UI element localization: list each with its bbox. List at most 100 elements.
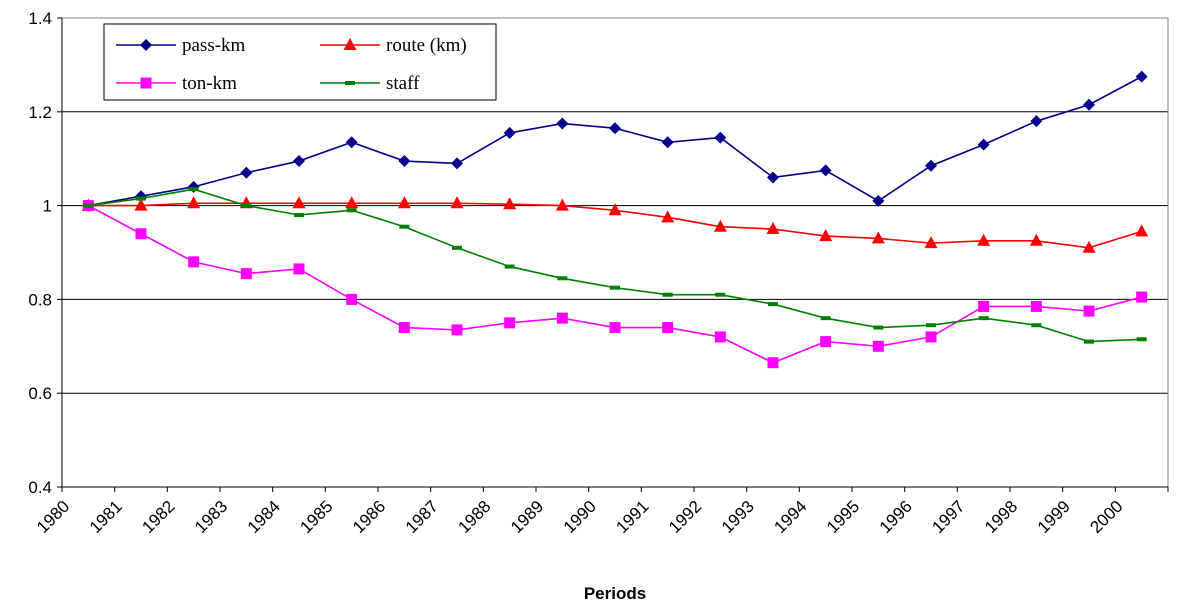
x-tick-label: 1980: [33, 497, 73, 537]
y-tick-label: 0.4: [28, 478, 52, 497]
data-point: [451, 157, 463, 170]
data-point: [294, 212, 304, 217]
data-point: [293, 263, 305, 275]
data-point: [240, 166, 253, 179]
data-point: [292, 196, 306, 209]
x-tick-label: 1998: [981, 497, 1021, 537]
data-point: [662, 322, 674, 334]
legend-item: ton-km: [116, 73, 237, 94]
y-tick-label: 1.2: [28, 103, 52, 122]
data-point: [820, 336, 832, 348]
x-tick-label: 2000: [1086, 497, 1126, 537]
data-point: [504, 317, 516, 329]
x-tick-label: 1983: [191, 497, 231, 537]
data-point: [240, 268, 252, 280]
data-point: [503, 197, 517, 210]
data-point: [609, 322, 621, 334]
data-point: [819, 164, 832, 177]
legend-marker: [343, 38, 357, 50]
series-route-km-: [81, 196, 1149, 253]
data-point: [135, 228, 147, 240]
series-line: [87, 204, 1142, 364]
data-point: [1031, 323, 1042, 328]
data-point: [397, 196, 411, 209]
data-point: [715, 292, 726, 297]
data-point: [977, 233, 991, 246]
gridlines: [62, 111, 1168, 394]
data-point: [661, 136, 674, 149]
data-point: [977, 138, 990, 151]
data-point: [504, 264, 515, 269]
data-point: [872, 340, 884, 352]
data-point: [609, 122, 621, 135]
data-point: [1136, 337, 1147, 342]
data-point: [188, 187, 199, 192]
data-point: [767, 171, 779, 184]
data-point: [714, 331, 726, 343]
series-group: [81, 70, 1149, 369]
x-tick-label: 1991: [612, 497, 652, 537]
data-point: [556, 312, 568, 324]
x-axis-label: Periods: [584, 584, 646, 603]
data-point: [661, 210, 675, 223]
data-point: [452, 245, 462, 250]
data-point: [1082, 240, 1096, 253]
x-tick-label: 1982: [138, 497, 178, 537]
data-point: [768, 302, 778, 307]
data-point: [873, 325, 884, 330]
legend-item: pass-km: [116, 35, 246, 56]
y-tick-label: 0.6: [28, 384, 52, 403]
legend-box: [103, 23, 497, 101]
data-point: [83, 203, 94, 208]
data-point: [925, 331, 937, 343]
x-tick-label: 1981: [86, 497, 126, 537]
data-point: [1030, 115, 1043, 128]
series-staff: [83, 187, 1147, 344]
data-point: [241, 203, 252, 208]
data-point: [662, 292, 673, 297]
data-point: [346, 208, 357, 213]
data-point: [557, 276, 568, 281]
x-tick-label: 1990: [560, 497, 600, 537]
data-point: [398, 322, 410, 334]
data-point: [926, 323, 936, 328]
data-point: [188, 256, 200, 268]
x-tick-label: 1994: [770, 497, 810, 537]
legend-item: route (km): [320, 35, 467, 56]
data-point: [1083, 305, 1095, 317]
data-point: [187, 196, 201, 209]
data-point: [819, 229, 833, 242]
y-tick-labels: 0.4 0.6 0.8 1 1.2 1.4: [28, 9, 62, 497]
data-point: [978, 316, 989, 321]
legend-marker: [345, 81, 355, 85]
legend-marker: [140, 77, 152, 89]
x-tick-label: 1986: [349, 497, 389, 537]
data-point: [345, 136, 358, 149]
x-tick-label: 1987: [402, 497, 442, 537]
data-point: [503, 126, 516, 139]
x-tick-label: 1997: [928, 497, 968, 537]
legend-label: pass-km: [182, 35, 246, 56]
data-point: [978, 300, 990, 312]
data-point: [293, 155, 305, 168]
x-tick-label: 1988: [454, 497, 494, 537]
data-point: [398, 155, 411, 168]
data-point: [556, 117, 569, 130]
data-point: [1030, 300, 1042, 312]
legend-item: staff: [320, 73, 420, 94]
data-point: [1084, 339, 1094, 344]
x-tick-label: 1993: [718, 497, 758, 537]
data-point: [345, 196, 359, 209]
data-point: [136, 196, 146, 201]
data-point: [1135, 224, 1149, 237]
data-point: [451, 324, 463, 336]
data-point: [872, 194, 885, 207]
x-tick-labels: 1980 1981 1982 1983 1984 1985 1986 1987 1988 1989…: [33, 487, 1169, 537]
y-tick-label: 0.8: [28, 290, 52, 309]
data-point: [925, 159, 937, 172]
legend-label: ton-km: [182, 73, 237, 94]
data-point: [610, 285, 620, 290]
data-point: [1083, 98, 1095, 111]
data-point: [134, 198, 148, 211]
